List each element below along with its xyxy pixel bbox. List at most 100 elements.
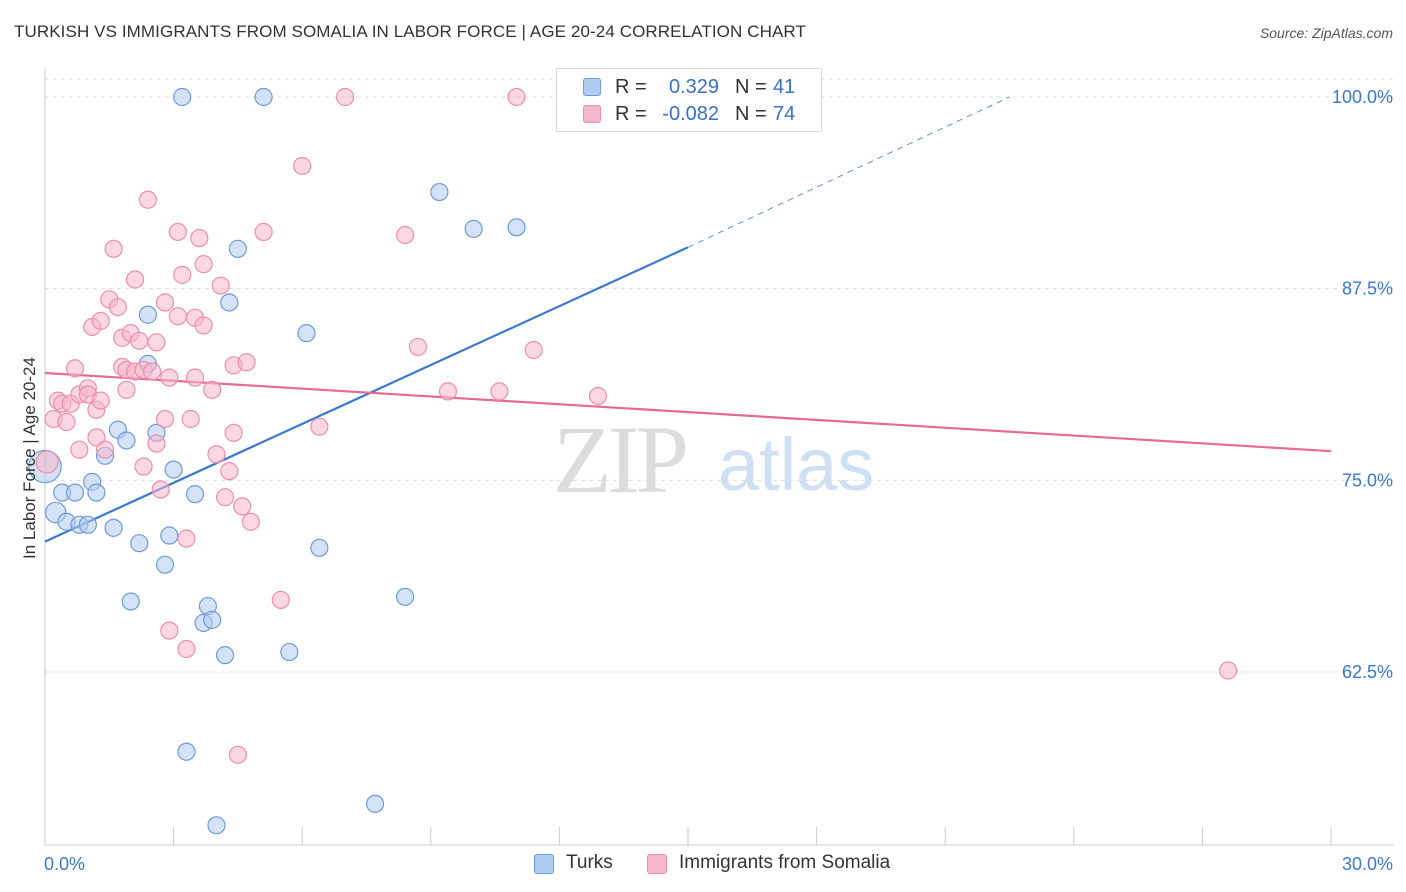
legend-r-value-turks: 0.329 bbox=[668, 76, 719, 98]
point-somalia bbox=[1219, 661, 1238, 680]
point-turks bbox=[310, 538, 329, 557]
point-somalia bbox=[215, 488, 235, 507]
point-somalia bbox=[254, 222, 273, 242]
point-somalia bbox=[335, 87, 355, 107]
point-somalia bbox=[207, 445, 226, 464]
point-somalia bbox=[134, 457, 153, 476]
point-somalia bbox=[168, 307, 187, 326]
point-somalia bbox=[203, 380, 222, 399]
point-somalia bbox=[220, 462, 239, 481]
point-somalia bbox=[181, 409, 200, 429]
legend-n-label: N = bbox=[735, 76, 767, 98]
axes bbox=[44, 68, 1394, 846]
point-somalia bbox=[490, 382, 509, 401]
legend-r-value-somalia: -0.082 bbox=[662, 103, 719, 125]
point-turks bbox=[78, 515, 97, 534]
point-somalia bbox=[211, 276, 230, 295]
point-turks bbox=[121, 592, 140, 611]
point-turks bbox=[254, 87, 273, 107]
point-somalia bbox=[147, 434, 166, 453]
legend-swatch-turks bbox=[583, 78, 601, 96]
legend-r-label: R = bbox=[615, 76, 647, 98]
gridlines bbox=[45, 78, 1394, 673]
point-somalia bbox=[194, 255, 213, 274]
point-turks bbox=[365, 794, 385, 813]
point-somalia bbox=[87, 428, 106, 447]
point-turks bbox=[104, 518, 123, 537]
point-somalia bbox=[138, 190, 157, 209]
point-somalia bbox=[35, 450, 59, 474]
point-somalia bbox=[91, 311, 110, 330]
watermark: ZIP atlas bbox=[553, 406, 874, 513]
point-turks bbox=[215, 646, 235, 665]
point-turks bbox=[297, 324, 316, 343]
point-turks bbox=[203, 610, 222, 629]
trend-line-somalia bbox=[44, 371, 1332, 453]
point-somalia bbox=[104, 239, 123, 258]
point-turks bbox=[155, 555, 175, 574]
point-turks bbox=[185, 485, 205, 504]
legend-r-label: R = bbox=[615, 103, 647, 125]
point-turks bbox=[87, 483, 106, 502]
x-tick-label-min: 0.0% bbox=[44, 854, 85, 874]
point-somalia bbox=[190, 228, 209, 248]
point-turks bbox=[430, 182, 449, 202]
point-somalia bbox=[160, 368, 179, 387]
point-turks bbox=[173, 87, 192, 107]
point-somalia bbox=[185, 368, 205, 387]
stats-legend: R = 0.329 N = 41 R = -0.082 N = 74 bbox=[556, 68, 822, 132]
point-somalia bbox=[155, 293, 175, 312]
x-tick-label-max: 30.0% bbox=[1342, 854, 1393, 874]
point-somalia bbox=[588, 386, 608, 406]
legend-n-value-turks: 41 bbox=[773, 76, 796, 98]
point-somalia bbox=[173, 265, 192, 284]
point-somalia bbox=[108, 297, 127, 317]
point-somalia bbox=[408, 337, 428, 357]
point-turks bbox=[207, 816, 226, 835]
trend-lines bbox=[44, 96, 1332, 543]
point-turks bbox=[160, 526, 179, 545]
point-somalia bbox=[271, 590, 290, 610]
point-somalia bbox=[57, 412, 76, 432]
bottom-legend-swatch-somalia bbox=[647, 854, 667, 874]
point-turks bbox=[177, 742, 196, 761]
point-somalia bbox=[143, 362, 162, 381]
y-tick-label: 75.0% bbox=[1342, 470, 1393, 490]
point-somalia bbox=[438, 382, 458, 401]
point-somalia bbox=[125, 270, 145, 289]
bottom-legend-label-turks: Turks bbox=[566, 852, 613, 873]
point-turks bbox=[395, 587, 415, 606]
tick-labels: 100.0% 87.5% 75.0% 62.5% 0.0% 30.0% In Labor F… bbox=[20, 87, 1393, 874]
trend-line-turks bbox=[44, 246, 689, 543]
watermark-zip: ZIP bbox=[553, 406, 686, 513]
point-somalia bbox=[160, 621, 179, 640]
point-somalia bbox=[293, 156, 312, 176]
point-somalia bbox=[395, 225, 415, 245]
point-somalia bbox=[168, 222, 187, 242]
bottom-legend-swatch-turks bbox=[534, 854, 554, 874]
chart-title: TURKISH VS IMMIGRANTS FROM SOMALIA IN LA… bbox=[14, 22, 806, 41]
point-somalia bbox=[241, 512, 260, 531]
point-somalia bbox=[194, 316, 213, 335]
watermark-atlas: atlas bbox=[718, 423, 874, 506]
y-axis-label: In Labor Force | Age 20-24 bbox=[20, 357, 39, 559]
point-somalia bbox=[237, 353, 256, 372]
point-somalia bbox=[524, 340, 543, 360]
point-turks bbox=[507, 218, 526, 237]
point-turks bbox=[164, 460, 183, 479]
point-somalia bbox=[151, 480, 170, 499]
bottom-legend-label-somalia: Immigrants from Somalia bbox=[679, 852, 891, 873]
y-tick-label: 62.5% bbox=[1342, 662, 1393, 682]
point-turks bbox=[280, 642, 299, 662]
chart-source: Source: ZipAtlas.com bbox=[1259, 25, 1393, 41]
point-somalia bbox=[65, 359, 85, 378]
point-somalia bbox=[91, 391, 110, 410]
point-somalia bbox=[147, 333, 166, 352]
point-somalia bbox=[95, 440, 115, 459]
point-somalia bbox=[117, 380, 136, 399]
point-turks bbox=[220, 293, 239, 312]
y-tick-label: 100.0% bbox=[1332, 87, 1393, 107]
point-somalia bbox=[507, 87, 526, 107]
legend-n-label: N = bbox=[735, 103, 767, 125]
